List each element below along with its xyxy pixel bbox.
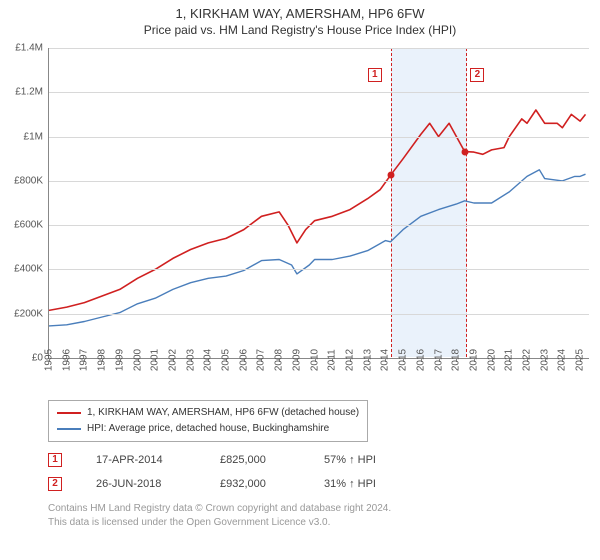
y-axis-label: £1.4M	[15, 43, 43, 54]
transaction-badge: 1	[368, 68, 382, 82]
gridline	[49, 269, 589, 270]
x-axis-label: 2005	[221, 349, 232, 371]
x-axis-label: 2014	[380, 349, 391, 371]
page-subtitle: Price paid vs. HM Land Registry's House …	[0, 21, 600, 41]
x-axis-label: 2007	[256, 349, 267, 371]
series-property	[49, 110, 586, 310]
transaction-badge: 2	[470, 68, 484, 82]
x-axis-label: 2013	[362, 349, 373, 371]
y-axis-label: £0	[32, 353, 43, 364]
gridline	[49, 314, 589, 315]
y-axis-label: £800K	[14, 175, 43, 186]
legend-label: 1, KIRKHAM WAY, AMERSHAM, HP6 6FW (detac…	[87, 405, 359, 421]
x-axis-label: 1996	[61, 349, 72, 371]
x-axis-label: 2022	[522, 349, 533, 371]
x-axis-label: 2020	[486, 349, 497, 371]
x-axis-label: 2023	[539, 349, 550, 371]
legend-label: HPI: Average price, detached house, Buck…	[87, 421, 329, 437]
gridline	[49, 181, 589, 182]
x-axis-label: 2010	[309, 349, 320, 371]
footnote-line: This data is licensed under the Open Gov…	[48, 516, 391, 530]
transaction-dot	[387, 172, 394, 179]
transactions-table: 1 17-APR-2014 £825,000 57% ↑ HPI 2 26-JUN-201…	[48, 448, 376, 496]
series-hpi	[49, 170, 586, 326]
legend-swatch	[57, 428, 81, 430]
legend-item: HPI: Average price, detached house, Buck…	[57, 421, 359, 437]
x-axis-label: 2009	[291, 349, 302, 371]
gridline	[49, 92, 589, 93]
transaction-number-badge: 2	[48, 477, 62, 491]
transaction-date: 17-APR-2014	[96, 454, 186, 466]
transaction-price: £932,000	[220, 478, 290, 490]
x-axis-label: 2019	[468, 349, 479, 371]
footnote-line: Contains HM Land Registry data © Crown c…	[48, 502, 391, 516]
x-axis-label: 2002	[167, 349, 178, 371]
transaction-row: 2 26-JUN-2018 £932,000 31% ↑ HPI	[48, 472, 376, 496]
legend-swatch	[57, 412, 81, 414]
x-axis-label: 2001	[150, 349, 161, 371]
transaction-dot	[461, 148, 468, 155]
x-axis-label: 2004	[203, 349, 214, 371]
x-axis-label: 2006	[238, 349, 249, 371]
x-axis-label: 2018	[451, 349, 462, 371]
x-axis-label: 2012	[344, 349, 355, 371]
x-axis-label: 1998	[97, 349, 108, 371]
y-axis-label: £600K	[14, 220, 43, 231]
y-axis-label: £1.2M	[15, 87, 43, 98]
x-axis-label: 2024	[557, 349, 568, 371]
transaction-delta: 31% ↑ HPI	[324, 478, 376, 490]
y-axis-label: £400K	[14, 264, 43, 275]
price-chart: £0£200K£400K£600K£800K£1M£1.2M£1.4M19951…	[48, 48, 589, 359]
x-axis-label: 1999	[114, 349, 125, 371]
gridline	[49, 225, 589, 226]
gridline	[49, 137, 589, 138]
legend-box: 1, KIRKHAM WAY, AMERSHAM, HP6 6FW (detac…	[48, 400, 368, 442]
page-title: 1, KIRKHAM WAY, AMERSHAM, HP6 6FW	[0, 0, 600, 21]
x-axis-label: 2021	[504, 349, 515, 371]
x-axis-label: 2025	[575, 349, 586, 371]
transaction-number-badge: 1	[48, 453, 62, 467]
transaction-date: 26-JUN-2018	[96, 478, 186, 490]
chart-svg	[49, 48, 589, 358]
y-axis-label: £200K	[14, 308, 43, 319]
x-axis-label: 2015	[398, 349, 409, 371]
transaction-row: 1 17-APR-2014 £825,000 57% ↑ HPI	[48, 448, 376, 472]
y-axis-label: £1M	[24, 131, 43, 142]
x-axis-label: 2011	[327, 349, 338, 371]
x-axis-label: 2017	[433, 349, 444, 371]
x-axis-label: 2000	[132, 349, 143, 371]
legend-item: 1, KIRKHAM WAY, AMERSHAM, HP6 6FW (detac…	[57, 405, 359, 421]
transaction-price: £825,000	[220, 454, 290, 466]
x-axis-label: 2008	[274, 349, 285, 371]
x-axis-label: 1997	[79, 349, 90, 371]
x-axis-label: 2003	[185, 349, 196, 371]
footnote: Contains HM Land Registry data © Crown c…	[48, 502, 391, 530]
x-axis-label: 2016	[415, 349, 426, 371]
gridline	[49, 48, 589, 49]
x-axis-label: 1995	[44, 349, 55, 371]
transaction-delta: 57% ↑ HPI	[324, 454, 376, 466]
